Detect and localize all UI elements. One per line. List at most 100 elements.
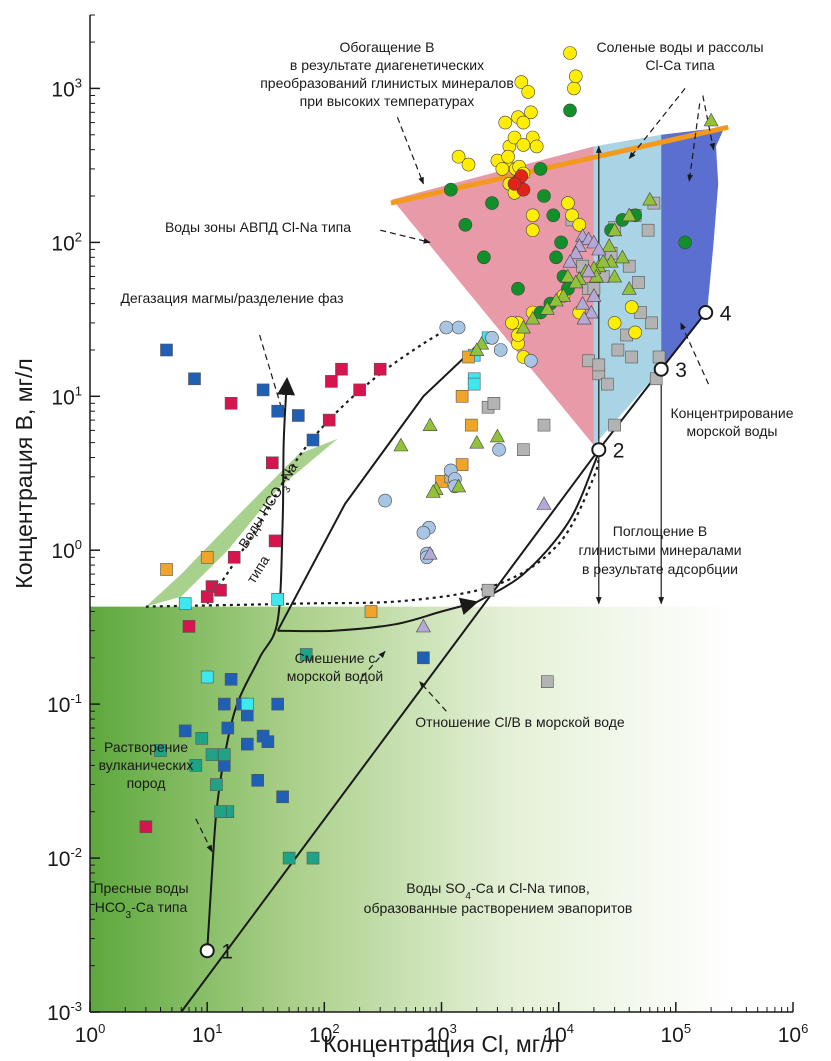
point-triangle-10-18 xyxy=(393,437,409,452)
line-mixing-arrow xyxy=(277,597,479,633)
annotation-brines: Соленые воды и рассолы Cl-Ca типа xyxy=(596,39,763,73)
point-square-2-8 xyxy=(227,550,241,564)
point-circle-8-3 xyxy=(507,177,522,191)
point-circle-6-18 xyxy=(461,157,476,172)
point-circle-9-1 xyxy=(439,320,454,335)
point-square-4-5 xyxy=(160,563,173,576)
point-triangle-10-26 xyxy=(601,238,617,252)
point-triangle-10-2 xyxy=(614,249,630,264)
point-triangle-11-5 xyxy=(562,253,578,268)
annotation-seawater-concentration: Концентрирование морской воды xyxy=(670,405,793,439)
point-triangle-10-28 xyxy=(642,191,658,206)
y-tick-label: 102 xyxy=(51,229,82,255)
y-tick-label: 100 xyxy=(51,537,82,563)
point-triangle-10-16 xyxy=(489,428,505,443)
point-triangle-10-25 xyxy=(595,253,611,268)
point-circle-6-10 xyxy=(507,130,522,145)
annotation-mixing: Смешение с морской водой xyxy=(287,650,384,684)
point-triangle-10-29 xyxy=(607,268,623,283)
point-square-5-26 xyxy=(645,316,658,330)
point-triangle-10-9 xyxy=(548,292,564,307)
leader-mixing xyxy=(361,650,386,678)
point-circle-6-2 xyxy=(568,69,583,84)
point-circle-6-39 xyxy=(624,300,639,314)
y-axis-label: Концентрация B, мг/л xyxy=(11,358,37,588)
line-seawater-cl-b-ratio xyxy=(180,311,707,1013)
point-circle-6-29 xyxy=(525,223,540,237)
point-square-0-15 xyxy=(276,790,289,804)
point-triangle-10-27 xyxy=(607,222,623,237)
numbered-points-layer: 1 2 3 4 xyxy=(199,303,732,964)
numbered-point-label-4: 4 xyxy=(720,303,732,326)
point-circle-7-17 xyxy=(485,196,499,210)
line-line-to-avpd xyxy=(276,334,489,632)
point-square-4-1 xyxy=(455,389,469,403)
point-circle-6-17 xyxy=(451,149,466,164)
data-points-layer xyxy=(139,46,719,865)
annotation-degassing: Дегазация магмы/разделение фаз xyxy=(120,290,343,306)
point-square-0-1 xyxy=(188,372,201,386)
numbered-point-4 xyxy=(698,305,714,320)
annotation-ratio: Отношение Cl/B в морской воде xyxy=(415,714,625,730)
point-triangle-10-20 xyxy=(425,484,441,498)
point-square-0-10 xyxy=(241,708,254,722)
point-square-0-16 xyxy=(251,773,264,787)
point-square-1-9 xyxy=(306,851,320,865)
point-circle-9-9 xyxy=(378,493,392,508)
point-circle-7-1 xyxy=(533,162,548,176)
x-tick-label: 104 xyxy=(543,1021,574,1047)
point-square-3-3 xyxy=(467,377,481,391)
point-circle-7-11 xyxy=(477,250,491,265)
point-triangle-10-21 xyxy=(451,478,467,493)
point-square-1-1 xyxy=(189,759,203,772)
point-square-1-2 xyxy=(195,731,209,745)
leaders-layer xyxy=(195,88,716,853)
annotation-fresh-2: НСО3-Са типа xyxy=(95,899,188,921)
point-circle-6-4 xyxy=(521,85,536,99)
point-square-5-6 xyxy=(481,583,495,597)
point-square-2-11 xyxy=(200,590,214,603)
numbered-point-label-3: 3 xyxy=(675,359,687,382)
point-square-1-4 xyxy=(210,778,223,791)
point-triangle-10-15 xyxy=(422,417,438,432)
x-tick-label: 100 xyxy=(75,1021,106,1047)
point-square-2-12 xyxy=(182,620,196,633)
point-circle-7-10 xyxy=(458,218,473,232)
point-triangle-11-7 xyxy=(575,295,591,310)
leader-brine-2 xyxy=(687,103,701,182)
point-circle-6-26 xyxy=(565,208,579,223)
point-triangle-10-1 xyxy=(621,207,637,222)
point-triangle-10-12 xyxy=(515,319,531,334)
point-circle-6-27 xyxy=(572,218,587,232)
point-square-0-17 xyxy=(218,759,231,772)
line-dotted-upper xyxy=(206,321,460,605)
x-tick-label: 106 xyxy=(778,1021,809,1047)
point-triangle-11-10 xyxy=(422,545,438,560)
point-triangle-11-9 xyxy=(576,310,592,325)
axes-layer: 100 101 102 103 104 105 106 10-3 10-2 10-1 100 101 1… xyxy=(11,14,809,1057)
point-triangle-10-10 xyxy=(539,301,555,315)
point-square-4-3 xyxy=(455,458,469,471)
point-square-2-10 xyxy=(214,583,227,597)
point-circle-6-8 xyxy=(498,115,513,130)
point-square-0-6 xyxy=(218,697,231,711)
point-square-1-6 xyxy=(214,805,227,819)
point-square-5-28 xyxy=(652,350,666,364)
point-square-2-5 xyxy=(224,396,238,410)
point-square-2-7 xyxy=(268,534,282,548)
point-circle-6-3 xyxy=(514,75,529,89)
point-square-1-8 xyxy=(282,851,296,865)
leader-avpd xyxy=(380,229,431,244)
y-tick-label: 10-3 xyxy=(47,999,82,1025)
point-circle-9-2 xyxy=(485,330,499,345)
point-square-0-0 xyxy=(160,343,173,357)
point-square-1-3 xyxy=(218,748,231,761)
annotation-evaporite-1: Воды SO4-Ca и Cl-Na типов, xyxy=(406,880,590,902)
point-square-0-12 xyxy=(261,735,275,749)
point-square-3-6 xyxy=(200,670,214,684)
annotation-evaporite-2: образованные растворением эвапоритов xyxy=(364,900,633,916)
point-square-0-8 xyxy=(221,721,235,735)
point-square-1-0 xyxy=(205,748,219,761)
